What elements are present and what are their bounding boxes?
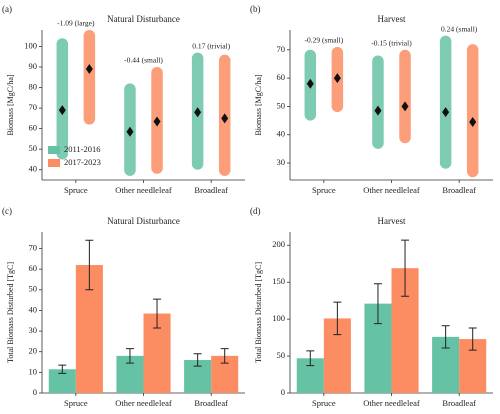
strip: [56, 38, 69, 160]
y-tick-label: 50: [29, 284, 38, 294]
mean-marker: [333, 73, 341, 84]
y-tick-label: 100: [24, 40, 37, 50]
y-tick-label: 50: [277, 350, 286, 360]
x-tick-label: Spruce: [64, 185, 88, 195]
mean-marker: [469, 116, 477, 127]
mean-marker: [401, 101, 409, 112]
y-axis-label: Total Biomass Disturbed [TgC]: [254, 262, 263, 363]
y-tick-label: 70: [29, 242, 38, 252]
error-bar: [220, 348, 229, 364]
y-tick-label: 30: [277, 157, 286, 167]
x-tick-label: Broadleaf: [442, 185, 476, 195]
x-tick-label: Other needleleaf: [363, 185, 420, 195]
panel-label: (c): [2, 206, 12, 216]
y-axis-label: Total Biomass Disturbed [TgC]: [6, 262, 15, 363]
mean-marker: [126, 126, 134, 137]
x-tick-label: Spruce: [312, 185, 336, 195]
mean-marker: [374, 105, 382, 116]
y-tick-label: 200: [272, 239, 285, 249]
y-tick-label: 70: [277, 44, 286, 54]
x-tick-label: Other needleleaf: [115, 398, 172, 408]
y-tick-label: 0: [33, 387, 37, 397]
chart-title: Harvest: [378, 14, 406, 24]
y-tick-label: 150: [272, 276, 285, 286]
error-bar: [373, 283, 382, 325]
error-bar: [85, 239, 94, 291]
error-bar: [193, 353, 202, 367]
y-axis-label: Biomass [MgC/ha]: [6, 74, 15, 135]
y-tick-label: 60: [277, 72, 286, 82]
legend-label: 2017-2023: [64, 157, 101, 167]
x-tick-label: Broadleaf: [194, 185, 228, 195]
y-tick-label: 80: [29, 81, 38, 91]
y-tick-label: 40: [29, 304, 38, 314]
mean-marker: [58, 105, 66, 116]
y-tick-label: 60: [29, 123, 38, 133]
x-tick-label: Other needleleaf: [363, 398, 420, 408]
y-axis-label: Biomass [MgC/ha]: [254, 74, 263, 135]
chart-title: Harvest: [378, 216, 406, 226]
error-bar: [441, 325, 450, 349]
strip: [466, 44, 479, 178]
legend-label: 2011-2016: [64, 144, 101, 154]
bar: [48, 369, 76, 393]
y-tick-label: 60: [29, 263, 38, 273]
error-bar: [468, 327, 477, 351]
x-tick-label: Spruce: [64, 398, 88, 408]
chart-title: Natural Disturbance: [107, 216, 180, 226]
x-tick-label: Spruce: [312, 398, 336, 408]
legend-swatch: [48, 146, 60, 154]
effect-size: 0.24 (small): [441, 24, 478, 33]
panel-label: (b): [250, 4, 261, 14]
mean-marker: [194, 107, 202, 118]
y-tick-label: 50: [277, 100, 286, 110]
error-bar: [58, 364, 67, 374]
error-bar: [306, 350, 315, 367]
y-tick-label: 30: [29, 325, 38, 335]
chart-title: Natural Disturbance: [107, 14, 180, 24]
y-tick-label: 20: [29, 346, 38, 356]
mean-marker: [306, 78, 314, 89]
y-tick-label: 10: [29, 366, 38, 376]
y-tick-label: 100: [272, 313, 285, 323]
strip: [439, 35, 452, 169]
y-tick-label: 70: [29, 102, 38, 112]
x-tick-label: Broadleaf: [194, 398, 228, 408]
mean-marker: [153, 116, 161, 127]
effect-size: -0.15 (trivial): [371, 39, 412, 48]
error-bar: [125, 348, 134, 364]
panel-label: (d): [250, 206, 261, 216]
strip: [372, 55, 384, 149]
effect-size: 0.17 (trivial): [192, 41, 230, 50]
y-tick-label: 0: [281, 387, 285, 397]
effect-size: -0.29 (small): [304, 36, 343, 45]
effect-size: -1.09 (large): [57, 19, 95, 28]
legend-swatch: [48, 159, 60, 167]
strip: [399, 49, 411, 144]
error-bar: [401, 239, 410, 297]
x-tick-label: Other needleleaf: [115, 185, 172, 195]
y-tick-label: 40: [277, 129, 286, 139]
error-bar: [333, 301, 342, 336]
error-bar: [153, 298, 162, 329]
y-tick-label: 40: [29, 164, 38, 174]
mean-marker: [442, 107, 450, 118]
mean-marker: [85, 64, 93, 75]
x-tick-label: Broadleaf: [442, 398, 476, 408]
panel-label: (a): [2, 4, 12, 14]
mean-marker: [221, 113, 229, 124]
strip: [83, 30, 96, 125]
y-tick-label: 90: [29, 61, 38, 71]
effect-size: -0.44 (small): [124, 56, 163, 65]
y-tick-label: 50: [29, 143, 38, 153]
